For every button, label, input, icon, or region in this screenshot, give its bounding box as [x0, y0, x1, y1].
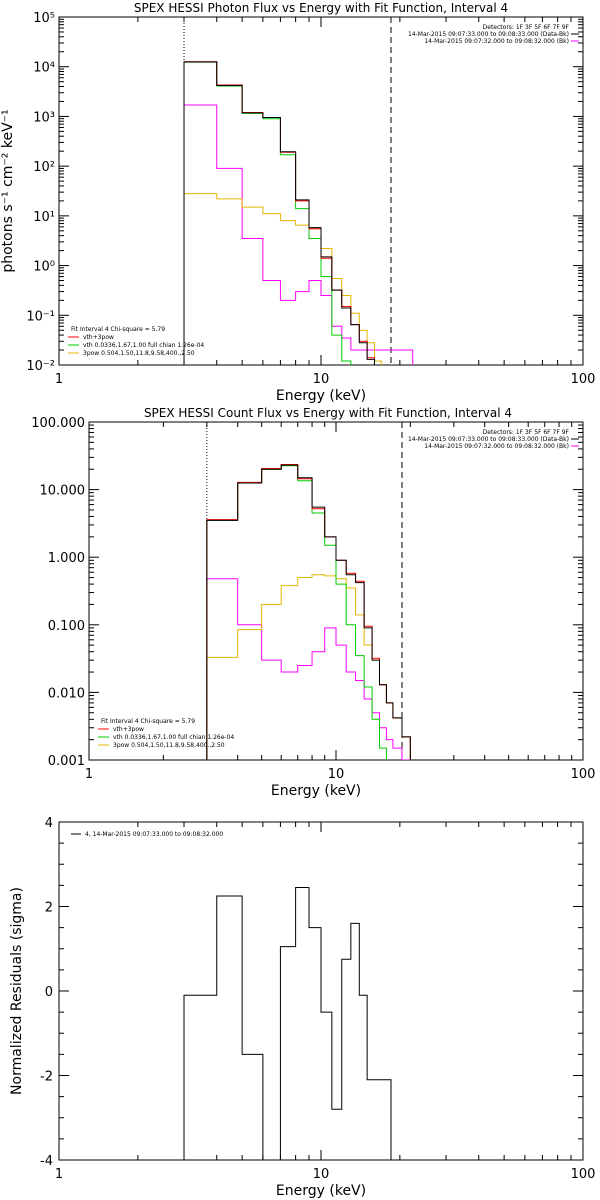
- y-tick-label: 10.000: [40, 484, 86, 499]
- legend-top-entry: 14-Mar-2015 09:07:33.000 to 09:08:33.000…: [408, 31, 569, 38]
- y-tick-label: 10²: [33, 160, 55, 175]
- plot-frame: [88, 421, 584, 761]
- x-tick-label: 100: [571, 372, 596, 387]
- y-tick-label: 0: [45, 985, 53, 1000]
- legend-top-entry: Detectors: 1F 3F 5F 6F 7F 9F: [483, 429, 570, 436]
- legend-top-entry: 14-Mar-2015 09:07:33.000 to 09:08:33.000…: [408, 436, 569, 443]
- x-tick-label: 10: [328, 767, 345, 782]
- series-vth-3pow: [206, 464, 424, 760]
- x-axis-label: Energy (keV): [276, 388, 366, 404]
- chart-panel-1: 1 10 100 Energy (keV) 10⁻² 10⁻¹ 10⁰ 10¹ 10² 10³ 10…: [0, 1, 595, 404]
- legend-entry: vth 0.0336,1.67,1.00 full chian 1.26e-04: [113, 734, 234, 741]
- y-tick-label: 1.000: [48, 551, 85, 566]
- series-bk: [206, 578, 411, 760]
- legend-top-entry: 14-Mar-2015 09:07:32.000 to 09:08:32.000…: [424, 443, 569, 450]
- y-tick-label: -4: [40, 1154, 53, 1169]
- y-tick-label: 100.000: [31, 416, 85, 431]
- x-tick-label: 10: [313, 372, 330, 387]
- y-tick-label: 10⁵: [33, 11, 55, 26]
- y-tick-label: 2: [45, 901, 53, 916]
- x-tick-label: 1: [55, 1167, 63, 1182]
- y-tick-label: 4: [45, 816, 53, 831]
- legend-top-entry: 14-Mar-2015 09:07:32.000 to 09:08:32.000…: [424, 38, 569, 45]
- legend-entry: 3pow 0.504,1.50,11.8,9.58,400.,2.50: [83, 350, 195, 357]
- y-axis-label: Normalized Residuals (sigma): [9, 887, 25, 1095]
- legend-entry: Fit Interval 4 Chi-square = 5.79: [71, 326, 165, 333]
- chart-title: SPEX HESSI Count Flux vs Energy with Fit…: [144, 406, 512, 420]
- y-tick-label: -2: [40, 1070, 53, 1085]
- y-tick-label: 10⁴: [33, 61, 55, 76]
- y-axis-label: photons s⁻¹ cm⁻² keV⁻¹: [0, 109, 16, 272]
- x-tick-label: 1: [55, 372, 63, 387]
- series-data: [206, 464, 424, 760]
- series-data: [183, 61, 375, 365]
- x-tick-label: 1: [85, 767, 93, 782]
- legend-entry: Fit Interval 4 Chi-square = 5.79: [101, 718, 195, 725]
- legend-entry: 3pow 0.504,1.50,11.8,9.58,400.,2.50: [113, 742, 225, 749]
- x-tick-label: 10: [313, 1167, 330, 1182]
- plot-frame: [58, 16, 584, 366]
- legend-entry: 4, 14-Mar-2015 09:07:33.000 to 09:08:32.…: [85, 831, 223, 838]
- x-axis-label: Energy (keV): [276, 1183, 366, 1199]
- series-vth: [206, 465, 387, 760]
- x-tick-label: 100: [571, 1167, 596, 1182]
- series-4-14-mar-2015-09-07-33-000-to-09-08-32-000: [183, 886, 392, 1160]
- series-3pow: [183, 193, 382, 365]
- x-axis-label: Energy (keV): [271, 783, 361, 799]
- series-3pow: [206, 574, 424, 760]
- series-vth-3pow: [183, 61, 375, 365]
- legend-top-entry: Detectors: 1F 3F 5F 6F 7F 9F: [483, 24, 570, 31]
- y-tick-label: 10⁰: [33, 260, 55, 275]
- chart-title: SPEX HESSI Photon Flux vs Energy with Fi…: [134, 1, 508, 15]
- y-tick-label: 0.010: [48, 686, 85, 701]
- series-vth: [183, 61, 352, 365]
- y-tick-label: 10⁻²: [26, 359, 55, 374]
- legend-entry: vth+3pow: [83, 334, 114, 341]
- chart-panel-2: 1 10 100 Energy (keV) 0.001 0.010 0.100 1.000 10…: [31, 406, 595, 799]
- chart-panel-3: 1 10 100 Energy (keV) -4 -2 0 2 4 Normalized Resi…: [9, 816, 595, 1199]
- x-tick-label: 100: [571, 767, 596, 782]
- y-tick-label: 0.100: [48, 619, 85, 634]
- y-tick-label: 10⁻¹: [26, 309, 55, 324]
- y-tick-label: 10¹: [33, 210, 55, 225]
- y-tick-label: 10³: [33, 110, 55, 125]
- y-tick-label: 0.001: [48, 754, 85, 769]
- legend-entry: vth+3pow: [113, 726, 144, 733]
- legend-entry: vth 0.0336,1.67,1.00 full chian 1.26e-04: [83, 342, 204, 349]
- series-bk: [183, 104, 414, 365]
